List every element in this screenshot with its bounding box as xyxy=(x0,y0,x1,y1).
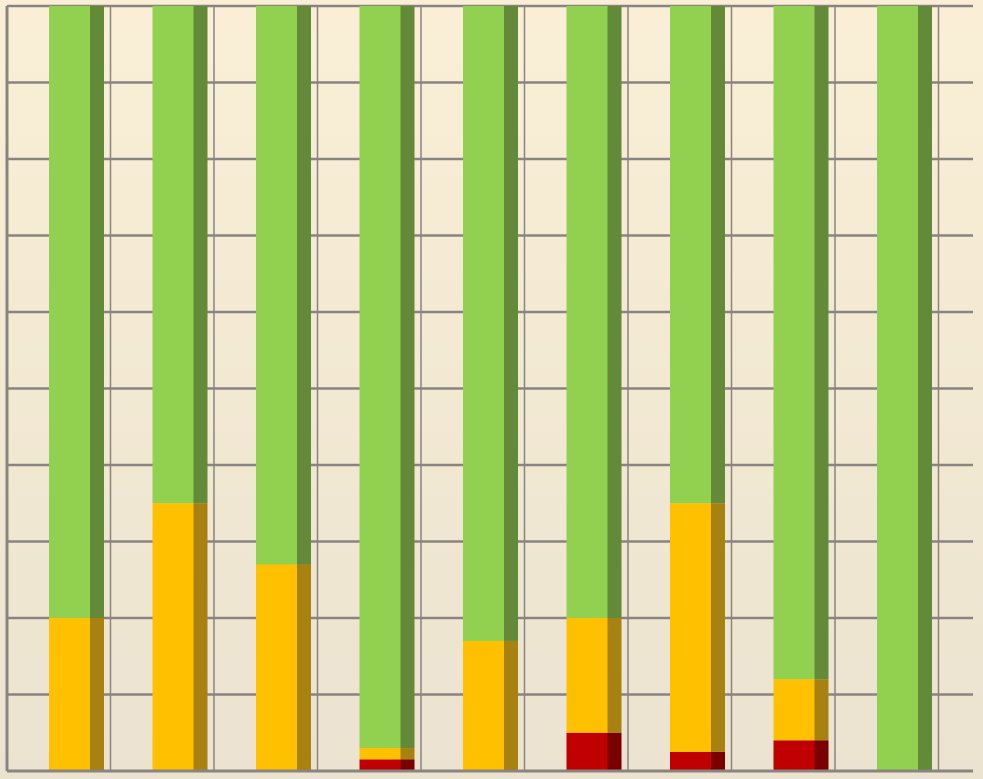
bar-5-segment-0 xyxy=(566,732,608,771)
bar-6-segment-1-side xyxy=(711,503,725,752)
bar-3-segment-1-side xyxy=(400,748,415,760)
bars xyxy=(49,6,932,771)
bar-3-segment-0-side xyxy=(400,759,415,771)
bar-1-segment-1-side xyxy=(193,503,208,771)
bar-3-segment-1 xyxy=(359,748,401,760)
bar-4-segment-1-side xyxy=(504,640,518,771)
bar-3-segment-2 xyxy=(359,6,401,749)
bar-2-segment-1 xyxy=(256,564,297,771)
bar-8-segment-2-side xyxy=(918,6,932,771)
bar-7-segment-0 xyxy=(773,740,815,771)
bar-1-segment-2-side xyxy=(193,6,208,504)
bar-7-segment-2-side xyxy=(814,6,829,680)
bar-1-segment-2 xyxy=(152,6,194,504)
bar-6-segment-1 xyxy=(670,503,711,752)
bar-5-segment-0-side xyxy=(607,732,622,771)
bar-2-segment-1-side xyxy=(297,564,311,771)
bar-7-segment-1-side xyxy=(814,679,829,741)
bar-3-segment-0 xyxy=(359,759,401,771)
bar-4-segment-1 xyxy=(463,640,504,771)
bar-6-segment-2-side xyxy=(711,6,725,504)
bar-0-segment-1-side xyxy=(90,618,104,771)
bar-6-segment-2 xyxy=(670,6,711,504)
bar-5-segment-2-side xyxy=(607,6,622,618)
bar-7-segment-0-side xyxy=(814,740,829,771)
bar-1-segment-1 xyxy=(152,503,194,771)
bar-6-segment-0-side xyxy=(711,751,725,771)
bar-7-segment-1 xyxy=(773,679,815,741)
bar-5-segment-1 xyxy=(566,618,608,733)
axes xyxy=(5,6,973,773)
bar-0-segment-2-side xyxy=(90,6,104,618)
bar-5-segment-1-side xyxy=(607,618,622,733)
bar-8-segment-2 xyxy=(877,6,918,771)
bar-4-segment-2-side xyxy=(504,6,518,641)
bar-2-segment-2 xyxy=(256,6,297,565)
bar-6-segment-0 xyxy=(670,751,711,771)
bar-3-segment-2-side xyxy=(400,6,415,749)
bar-2-segment-2-side xyxy=(297,6,311,565)
bar-0-segment-1 xyxy=(49,618,90,771)
bar-4-segment-2 xyxy=(463,6,504,641)
bar-7-segment-2 xyxy=(773,6,815,680)
bar-0-segment-2 xyxy=(49,6,90,618)
bar-5-segment-2 xyxy=(566,6,608,618)
